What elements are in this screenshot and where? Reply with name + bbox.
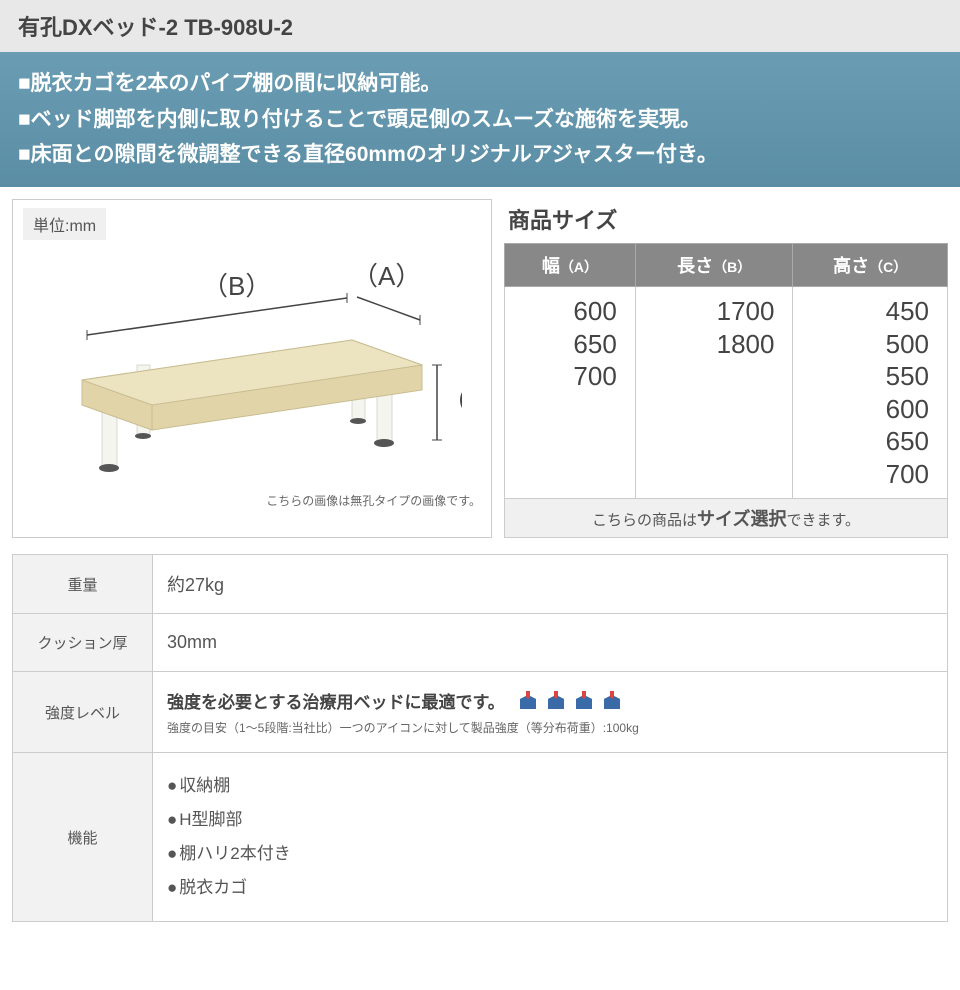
size-col-a: 600650700 <box>505 287 636 499</box>
size-note: こちらの商品はサイズ選択できます。 <box>504 499 948 538</box>
spec-value: 強度を必要とする治療用ベッドに最適です。 強度の目安（1～5段階:当社比）一つの… <box>153 672 948 753</box>
function-item: 脱衣カゴ <box>167 871 933 905</box>
spec-table: 重量 約27kg クッション厚 30mm 強度レベル 強度を必要とする治療用ベッ… <box>12 554 948 922</box>
unit-label: 単位:mm <box>23 208 106 240</box>
strength-icon <box>544 689 568 713</box>
strength-icon <box>600 689 624 713</box>
size-header: 長さ（B） <box>635 244 793 287</box>
spec-label: 機能 <box>13 753 153 922</box>
function-item: H型脚部 <box>167 803 933 837</box>
size-header-row: 幅（A） 長さ（B） 高さ（C） <box>505 244 948 287</box>
size-col-c: 450500550600650700 <box>793 287 948 499</box>
function-item: 棚ハリ2本付き <box>167 837 933 871</box>
size-title: 商品サイズ <box>504 199 948 243</box>
size-header: 幅（A） <box>505 244 636 287</box>
dim-b-label: （B） <box>202 271 271 301</box>
strength-icon <box>572 689 596 713</box>
function-item: 収納棚 <box>167 769 933 803</box>
spec-row-strength: 強度レベル 強度を必要とする治療用ベッドに最適です。 強度の目安（1～5段階:当… <box>13 672 948 753</box>
spec-row-functions: 機能 収納棚H型脚部棚ハリ2本付き脱衣カゴ <box>13 753 948 922</box>
feature-banner: ■脱衣カゴを2本のパイプ棚の間に収納可能。 ■ベッド脚部を内側に取り付けることで… <box>0 52 960 187</box>
spec-label: クッション厚 <box>13 614 153 672</box>
feature-line: ■床面との隙間を微調整できる直径60mmのオリジナルアジャスター付き。 <box>18 137 942 173</box>
spec-label: 重量 <box>13 555 153 614</box>
product-title: 有孔DXベッド-2 TB-908U-2 <box>18 15 293 40</box>
diagram-note: こちらの画像は無孔タイプの画像です。 <box>13 488 491 517</box>
spec-label: 強度レベル <box>13 672 153 753</box>
spec-row-weight: 重量 約27kg <box>13 555 948 614</box>
size-col-b: 17001800 <box>635 287 793 499</box>
product-title-bar: 有孔DXベッド-2 TB-908U-2 <box>0 0 960 52</box>
spec-value: 約27kg <box>153 555 948 614</box>
strength-icon <box>516 689 540 713</box>
bed-diagram: （B） （A） （C） <box>42 240 462 480</box>
feature-line: ■脱衣カゴを2本のパイプ棚の間に収納可能。 <box>18 66 942 102</box>
spec-value: 収納棚H型脚部棚ハリ2本付き脱衣カゴ <box>153 753 948 922</box>
strength-text: 強度を必要とする治療用ベッドに最適です。 <box>167 693 505 712</box>
spec-row-cushion: クッション厚 30mm <box>13 614 948 672</box>
strength-icons <box>516 689 624 713</box>
function-list: 収納棚H型脚部棚ハリ2本付き脱衣カゴ <box>167 769 933 905</box>
strength-sub: 強度の目安（1～5段階:当社比）一つのアイコンに対して製品強度（等分布荷重）:1… <box>167 719 933 736</box>
size-header: 高さ（C） <box>793 244 948 287</box>
mid-section: 単位:mm （B） （A） <box>0 187 960 546</box>
dim-c-label: （C） <box>442 386 462 416</box>
feature-line: ■ベッド脚部を内側に取り付けることで頭足側のスムーズな施術を実現。 <box>18 102 942 138</box>
size-table: 幅（A） 長さ（B） 高さ（C） 600650700 17001800 4505… <box>504 243 948 499</box>
size-values-row: 600650700 17001800 450500550600650700 <box>505 287 948 499</box>
spec-value: 30mm <box>153 614 948 672</box>
diagram-box: 単位:mm （B） （A） <box>12 199 492 538</box>
size-panel: 商品サイズ 幅（A） 長さ（B） 高さ（C） 600650700 1700180… <box>504 199 948 538</box>
dim-a-label: （A） <box>352 261 421 291</box>
